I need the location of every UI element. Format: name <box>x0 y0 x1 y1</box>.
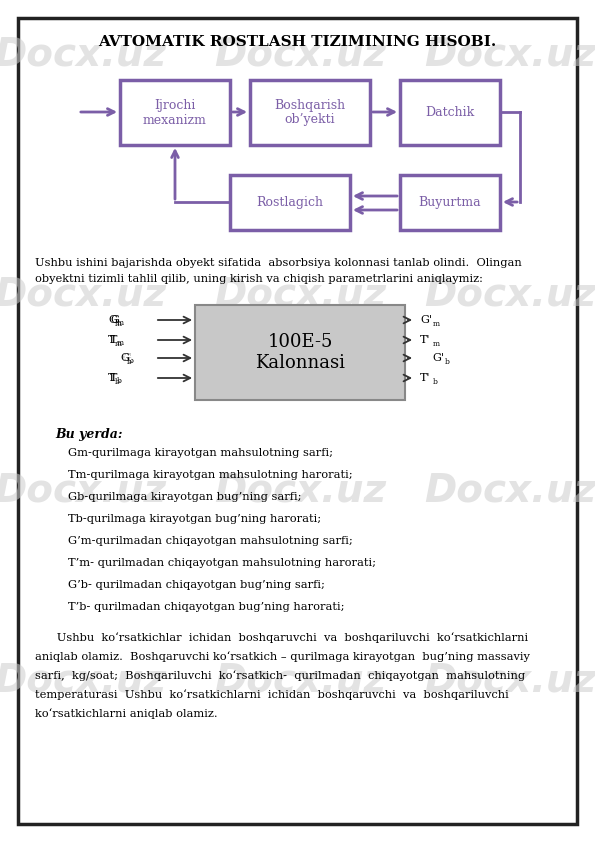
Text: Tm-qurilmaga kirayotgan mahsulotning harorati;: Tm-qurilmaga kirayotgan mahsulotning har… <box>68 470 353 480</box>
Text: 100E-5
Kalonnasi: 100E-5 Kalonnasi <box>255 333 345 372</box>
Text: T': T' <box>420 373 431 383</box>
Text: Docx.uz: Docx.uz <box>214 471 386 509</box>
Text: Bu yerda:: Bu yerda: <box>55 428 123 441</box>
Text: m: m <box>115 320 122 328</box>
Text: Boshqarish
ob’yekti: Boshqarish ob’yekti <box>274 99 346 126</box>
Text: T: T <box>110 373 117 383</box>
Text: Docx.uz: Docx.uz <box>0 471 166 509</box>
Text: G': G' <box>432 353 444 363</box>
Text: b: b <box>433 378 438 386</box>
Text: sarfi,  kg/soat;  Boshqariluvchi  ko‘rsatkich-  qurilmadan  chiqayotgan  mahsulo: sarfi, kg/soat; Boshqariluvchi ko‘rsatki… <box>35 670 525 681</box>
Text: m: m <box>117 319 124 327</box>
Text: Docx.uz: Docx.uz <box>0 276 166 314</box>
Bar <box>400 175 500 230</box>
Text: Docx.uz: Docx.uz <box>0 661 166 699</box>
Text: T: T <box>110 335 117 345</box>
Text: Tb-qurilmaga kirayotgan bug’ning harorati;: Tb-qurilmaga kirayotgan bug’ning harorat… <box>68 514 321 524</box>
Text: Docx.uz: Docx.uz <box>214 36 386 74</box>
Text: Buyurtma: Buyurtma <box>419 196 481 209</box>
Text: AVTOMATIK ROSTLASH TIZIMINING HISOBI.: AVTOMATIK ROSTLASH TIZIMINING HISOBI. <box>98 35 496 49</box>
Text: Rostlagich: Rostlagich <box>256 196 324 209</box>
Text: T’b- qurilmadan chiqayotgan bug’ning harorati;: T’b- qurilmadan chiqayotgan bug’ning har… <box>68 602 345 612</box>
Text: aniqlab olamiz.  Boshqaruvchi ko‘rsatkich – qurilmaga kirayotgan  bug’ning massa: aniqlab olamiz. Boshqaruvchi ko‘rsatkich… <box>35 651 530 662</box>
Bar <box>250 80 370 145</box>
Text: T': T' <box>420 335 431 345</box>
Text: m: m <box>433 320 440 328</box>
Text: b: b <box>117 377 122 385</box>
Text: G: G <box>122 353 131 363</box>
Text: m: m <box>117 339 124 347</box>
Text: obyektni tizimli tahlil qilib, uning kirish va chiqish parametrlarini aniqlaymiz: obyektni tizimli tahlil qilib, uning kir… <box>35 274 483 284</box>
Text: Docx.uz: Docx.uz <box>424 36 595 74</box>
Text: m: m <box>433 340 440 348</box>
Text: T: T <box>108 373 115 383</box>
Text: T’m- qurilmadan chiqayotgan mahsulotning harorati;: T’m- qurilmadan chiqayotgan mahsulotning… <box>68 558 376 568</box>
Text: G: G <box>108 315 117 325</box>
Text: b: b <box>115 378 120 386</box>
Text: T: T <box>108 335 115 345</box>
Text: Datchik: Datchik <box>425 106 475 119</box>
Bar <box>195 305 405 400</box>
Text: G: G <box>110 315 119 325</box>
Text: Ushbu ishini bajarishda obyekt sifatida  absorbsiya kolonnasi tanlab olindi.  Ol: Ushbu ishini bajarishda obyekt sifatida … <box>35 258 522 268</box>
Text: temperaturasi  Ushbu  ko‘rsatkichlarni  ichidan  boshqaruvchi  va  boshqariluvch: temperaturasi Ushbu ko‘rsatkichlarni ich… <box>35 689 509 700</box>
Text: ko‘rsatkichlarni aniqlab olamiz.: ko‘rsatkichlarni aniqlab olamiz. <box>35 708 218 719</box>
Text: Ushbu  ko‘rsatkichlar  ichidan  boshqaruvchi  va  boshqariluvchi  ko‘rsatkichlar: Ushbu ko‘rsatkichlar ichidan boshqaruvch… <box>35 632 528 642</box>
Bar <box>230 175 350 230</box>
Text: Ijrochi
mexanizm: Ijrochi mexanizm <box>143 99 207 126</box>
Text: Docx.uz: Docx.uz <box>0 36 166 74</box>
Text: b: b <box>445 358 450 366</box>
Text: m: m <box>115 340 122 348</box>
Text: Docx.uz: Docx.uz <box>424 661 595 699</box>
Text: Docx.uz: Docx.uz <box>214 661 386 699</box>
Bar <box>400 80 500 145</box>
Text: Gb-qurilmaga kirayotgan bug’ning sarfi;: Gb-qurilmaga kirayotgan bug’ning sarfi; <box>68 492 302 502</box>
Text: G’b- qurilmadan chiqayotgan bug’ning sarfi;: G’b- qurilmadan chiqayotgan bug’ning sar… <box>68 580 325 590</box>
Text: G: G <box>120 353 129 363</box>
Text: Docx.uz: Docx.uz <box>424 471 595 509</box>
Text: b: b <box>127 358 132 366</box>
Text: Docx.uz: Docx.uz <box>424 276 595 314</box>
Text: b: b <box>129 357 134 365</box>
Bar <box>120 80 230 145</box>
Text: G’m-qurilmadan chiqayotgan mahsulotning sarfi;: G’m-qurilmadan chiqayotgan mahsulotning … <box>68 536 353 546</box>
Text: G': G' <box>420 315 432 325</box>
Text: Docx.uz: Docx.uz <box>214 276 386 314</box>
Text: G: G <box>122 353 131 363</box>
Text: Gm-qurilmaga kirayotgan mahsulotning sarfi;: Gm-qurilmaga kirayotgan mahsulotning sar… <box>68 448 333 458</box>
